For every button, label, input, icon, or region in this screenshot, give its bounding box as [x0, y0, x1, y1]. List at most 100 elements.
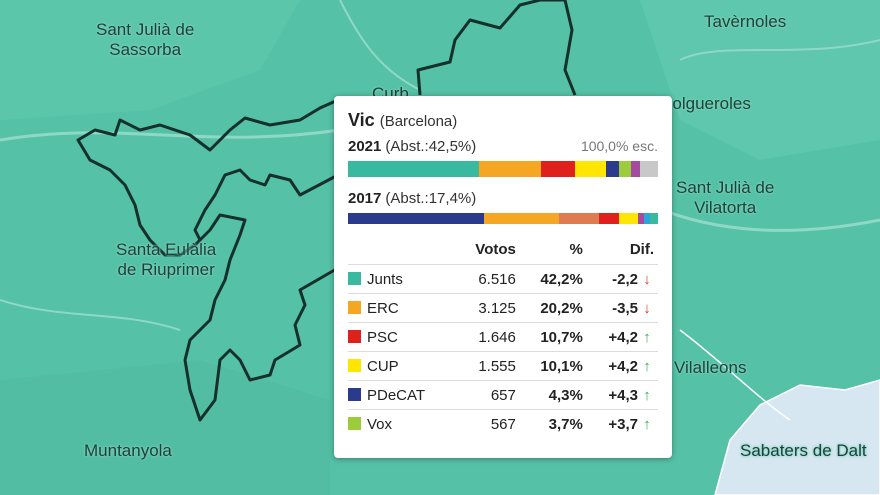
party-name: ERC: [367, 299, 399, 317]
abstention-2021: (Abst.:42,5%): [385, 138, 477, 155]
arrow-down-icon: ↓: [643, 270, 651, 288]
party-votes: 1.646: [455, 322, 520, 352]
party-difference: -3,5: [612, 299, 638, 317]
results-table-header: Votos % Dif.: [348, 237, 658, 265]
results-bar-2017: [348, 213, 658, 224]
party-row-psc: PSC 1.646 10,7% +4,2 ↑: [348, 322, 658, 352]
place-label-sant-julia-de-vilatorta: Sant Julià de Vilatorta: [676, 178, 775, 217]
party-name: Junts: [367, 270, 403, 288]
party-difference: +4,2: [608, 357, 638, 375]
map-area-nw: [0, 0, 300, 120]
party-difference-cell: -2,2 ↓: [586, 264, 658, 294]
bar-2017-segment: [619, 213, 638, 224]
arrow-up-icon: ↑: [643, 357, 651, 375]
party-row-vox: Vox 567 3,7% +3,7 ↑: [348, 409, 658, 438]
year-2017-label: 2017: [348, 190, 382, 207]
party-color-swatch: [348, 416, 361, 430]
party-difference: +3,7: [608, 415, 638, 433]
arrow-up-icon: ↑: [643, 328, 651, 346]
bar-2017-segment: [637, 213, 644, 224]
header-votes: Votos: [475, 241, 516, 258]
party-percent: 3,7%: [519, 409, 587, 438]
party-difference: +4,3: [608, 386, 638, 404]
results-table: Votos % Dif. Junts 6.516 42,2% -2,2 ↓ ERC 3.12…: [348, 237, 658, 438]
popup-title: Vic (Barcelona): [348, 110, 658, 138]
party-difference-cell: +3,7 ↑: [586, 409, 658, 438]
place-label-santa-eulalia-de-riuprimer: Santa Eulàlia de Riuprimer: [116, 240, 217, 279]
bar-2021-segment: [541, 161, 575, 177]
party-name-cell: PDeCAT: [348, 380, 456, 410]
place-label-tavernoles: Tavèrnoles: [704, 12, 787, 31]
bar-2017-segment: [643, 213, 650, 224]
bar-2021-segment: [639, 161, 658, 177]
party-percent: 10,1%: [519, 351, 587, 381]
bar-2021-segment: [574, 161, 606, 177]
election-results-popup[interactable]: Vic (Barcelona) 2021 (Abst.:42,5%) 100,0…: [334, 96, 672, 458]
party-name: CUP: [367, 357, 399, 375]
map-area-sw: [0, 360, 330, 495]
party-percent: 20,2%: [519, 293, 587, 323]
party-name: PSC: [367, 328, 398, 346]
party-row-pdecat: PDeCAT 657 4,3% +4,3 ↑: [348, 380, 658, 410]
province-name: (Barcelona): [379, 113, 458, 130]
party-color-swatch: [348, 300, 361, 314]
bar-2021-segment: [478, 161, 542, 177]
party-name: PDeCAT: [367, 386, 426, 404]
year-2021-header: 2021 (Abst.:42,5%) 100,0% esc.: [348, 138, 658, 158]
bar-2017-segment: [348, 213, 485, 224]
municipality-name: Vic: [348, 110, 375, 130]
party-name-cell: CUP: [348, 351, 456, 381]
arrow-up-icon: ↑: [643, 386, 651, 404]
party-name: Vox: [367, 415, 393, 433]
party-percent: 10,7%: [519, 322, 587, 352]
abstention-2017: (Abst.:17,4%): [385, 190, 477, 207]
bar-2021-segment: [619, 161, 631, 177]
party-name-cell: PSC: [348, 322, 456, 352]
party-row-erc: ERC 3.125 20,2% -3,5 ↓: [348, 293, 658, 323]
party-percent: 42,2%: [519, 264, 587, 294]
party-row-cup: CUP 1.555 10,1% +4,2 ↑: [348, 351, 658, 381]
party-difference: +4,2: [608, 328, 638, 346]
party-percent: 4,3%: [519, 380, 587, 410]
place-label-muntanyola: Muntanyola: [84, 441, 172, 460]
place-label-folgueroles: Folgueroles: [662, 94, 751, 113]
map-road: [679, 39, 880, 61]
results-bar-2021: [348, 161, 658, 177]
bar-2017-segment: [484, 213, 559, 224]
party-votes: 3.125: [455, 293, 520, 323]
bar-2017-segment: [558, 213, 600, 224]
party-name-cell: ERC: [348, 293, 456, 323]
map-area-ne: [640, 0, 880, 160]
bar-2021-segment: [348, 161, 479, 177]
bar-2021-segment: [630, 161, 640, 177]
party-color-swatch: [348, 329, 361, 343]
party-votes: 657: [455, 380, 520, 410]
party-color-swatch: [348, 358, 361, 372]
bar-2017-segment: [599, 213, 620, 224]
year-2017-header: 2017 (Abst.:17,4%): [348, 190, 658, 210]
bar-2021-segment: [605, 161, 620, 177]
map-road: [0, 299, 181, 331]
party-difference: -2,2: [612, 270, 638, 288]
place-label-sant-julia-de-sassorba: Sant Julià de Sassorba: [96, 20, 195, 59]
party-difference-cell: +4,2 ↑: [586, 322, 658, 352]
party-votes: 6.516: [455, 264, 520, 294]
year-2021-label: 2021: [348, 138, 382, 155]
party-name-cell: Vox: [348, 409, 456, 438]
party-row-junts: Junts 6.516 42,2% -2,2 ↓: [348, 264, 658, 294]
map-road: [0, 128, 341, 142]
party-difference-cell: -3,5 ↓: [586, 293, 658, 323]
header-difference: Dif.: [629, 241, 654, 258]
party-color-swatch: [348, 271, 361, 285]
party-color-swatch: [348, 387, 361, 401]
party-difference-cell: +4,3 ↑: [586, 380, 658, 410]
place-label-sabaters-de-dalt: Sabaters de Dalt: [740, 441, 867, 460]
map-road: [679, 329, 791, 421]
party-name-cell: Junts: [348, 264, 456, 294]
municipal-boundary: [76, 0, 577, 422]
map-road: [339, 0, 421, 91]
party-votes: 567: [455, 409, 520, 438]
party-difference-cell: +4,2 ↑: [586, 351, 658, 381]
header-percent: %: [569, 241, 583, 258]
bar-2017-segment: [649, 213, 658, 224]
